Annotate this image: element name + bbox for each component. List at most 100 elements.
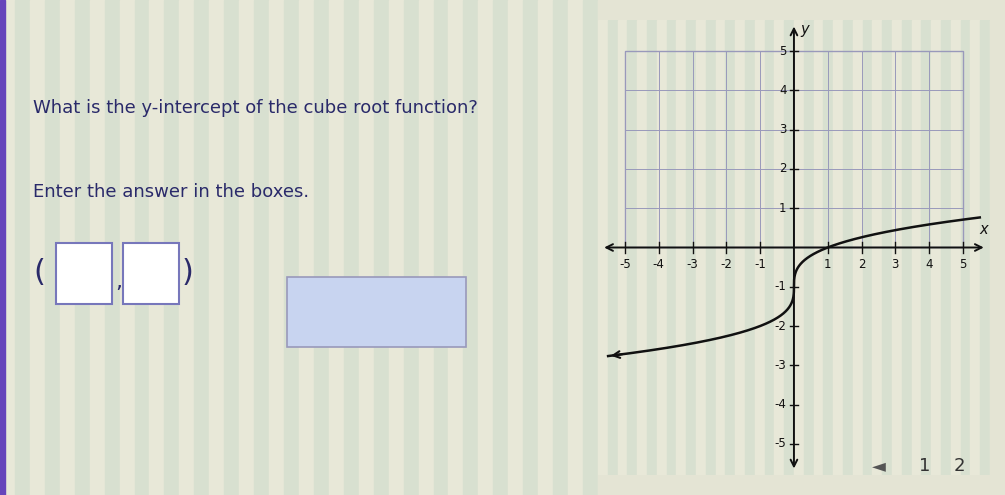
Bar	[823, 20, 833, 475]
Bar	[45, 0, 60, 495]
Bar	[637, 20, 647, 475]
Bar	[539, 0, 553, 495]
Bar	[961, 20, 971, 475]
Bar	[794, 20, 804, 475]
Bar	[105, 0, 120, 495]
Text: -1: -1	[754, 258, 766, 271]
Bar	[60, 0, 74, 495]
Text: 1: 1	[779, 202, 787, 215]
Text: 5: 5	[779, 45, 787, 58]
Bar	[775, 20, 784, 475]
Bar	[941, 20, 951, 475]
Bar	[951, 20, 961, 475]
Bar	[862, 20, 872, 475]
Bar	[419, 0, 433, 495]
Text: ): )	[182, 258, 194, 287]
Text: y: y	[800, 22, 809, 37]
Bar	[478, 0, 493, 495]
Bar	[784, 20, 794, 475]
Text: -3: -3	[775, 359, 787, 372]
Bar	[627, 20, 637, 475]
Text: 4: 4	[926, 258, 933, 271]
Bar	[180, 0, 194, 495]
Bar	[1000, 20, 1005, 475]
Text: ,: ,	[115, 272, 122, 292]
Bar	[389, 0, 404, 495]
Bar	[0, 0, 5, 495]
Bar	[359, 0, 374, 495]
Text: -5: -5	[619, 258, 631, 271]
Bar	[666, 20, 676, 475]
Text: -1: -1	[775, 280, 787, 293]
Bar	[804, 20, 814, 475]
Bar	[735, 20, 745, 475]
Text: 1: 1	[919, 457, 931, 475]
Bar	[647, 20, 657, 475]
Bar	[676, 20, 686, 475]
Bar	[814, 20, 823, 475]
Bar	[687, 0, 702, 495]
Bar	[726, 20, 735, 475]
Bar	[971, 20, 980, 475]
Bar	[892, 20, 901, 475]
Bar	[686, 20, 695, 475]
Bar	[89, 0, 105, 495]
Bar	[120, 0, 135, 495]
Text: -2: -2	[721, 258, 733, 271]
Text: (: (	[33, 258, 45, 287]
Bar	[299, 0, 314, 495]
Bar	[344, 0, 359, 495]
Bar	[374, 0, 389, 495]
Bar	[608, 20, 617, 475]
Bar	[643, 0, 657, 495]
Text: -2: -2	[775, 319, 787, 333]
Bar	[269, 0, 284, 495]
Bar	[329, 0, 344, 495]
Bar	[733, 0, 748, 495]
Bar	[135, 0, 150, 495]
Bar	[598, 0, 613, 495]
Bar	[833, 20, 843, 475]
Bar	[74, 0, 89, 495]
Bar	[509, 0, 524, 495]
Bar	[224, 0, 239, 495]
Bar	[165, 0, 179, 495]
Text: 2: 2	[858, 258, 865, 271]
Text: x: x	[980, 221, 988, 237]
Text: What is the y-intercept of the cube root function?: What is the y-intercept of the cube root…	[33, 99, 477, 117]
Text: 5: 5	[959, 258, 967, 271]
Bar	[194, 0, 209, 495]
Bar	[209, 0, 224, 495]
Text: 4: 4	[779, 84, 787, 97]
Bar	[882, 20, 892, 475]
Bar	[284, 0, 299, 495]
Text: 2: 2	[779, 162, 787, 176]
Bar	[755, 20, 765, 475]
Bar	[912, 20, 922, 475]
Bar	[901, 20, 912, 475]
Bar	[922, 20, 931, 475]
Bar	[657, 0, 672, 495]
Bar	[872, 20, 882, 475]
Text: -3: -3	[686, 258, 698, 271]
FancyBboxPatch shape	[123, 243, 179, 304]
Text: Enter the answer in the boxes.: Enter the answer in the boxes.	[33, 183, 309, 201]
Text: 2: 2	[954, 457, 966, 475]
Bar	[852, 20, 862, 475]
Bar	[448, 0, 463, 495]
Text: 3: 3	[891, 258, 899, 271]
Bar	[30, 0, 45, 495]
Bar	[598, 20, 608, 475]
Bar	[980, 20, 990, 475]
Bar	[404, 0, 419, 495]
Bar	[716, 20, 726, 475]
Bar	[239, 0, 254, 495]
Text: 3: 3	[779, 123, 787, 136]
Bar	[702, 0, 718, 495]
Bar	[706, 20, 716, 475]
Bar	[150, 0, 165, 495]
Bar	[695, 20, 706, 475]
Bar	[628, 0, 643, 495]
Bar	[745, 20, 755, 475]
Bar	[493, 0, 509, 495]
